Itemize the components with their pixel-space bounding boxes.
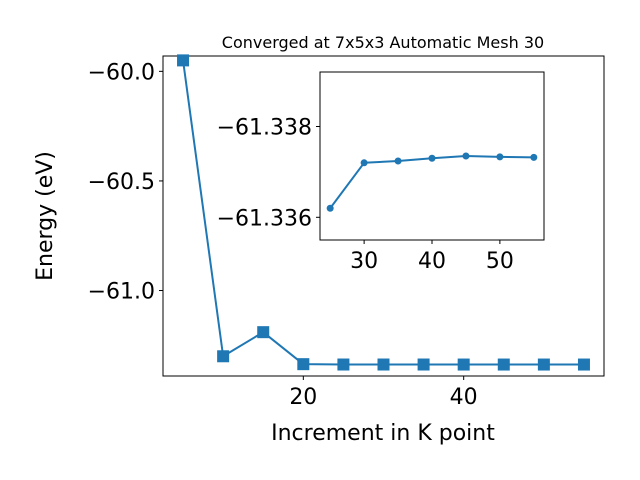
inset-y-tick-label: −61.336	[217, 206, 312, 231]
inset-data-point	[496, 153, 504, 161]
inset-data-point	[462, 152, 470, 160]
main-data-point	[457, 358, 470, 371]
inset-data-point	[530, 153, 538, 161]
main-data-point	[497, 358, 510, 371]
inset-data-point	[394, 157, 402, 165]
inset-x-tick-label: 50	[486, 249, 514, 274]
main-frame	[162, 55, 605, 377]
main-data-point	[377, 358, 390, 371]
main-x-tick-label: 40	[450, 385, 478, 410]
inset-x-tick-label: 40	[418, 249, 446, 274]
x-axis-label: Increment in K point	[271, 421, 495, 446]
main-data-point	[257, 326, 270, 339]
inset-x-tick-label: 30	[350, 249, 378, 274]
main-y-tick-label: −61.0	[88, 280, 155, 305]
inset-plot: 30 40 50 −61.338 −61.336	[217, 71, 545, 274]
y-axis-label: Energy (eV)	[33, 151, 58, 281]
main-y-tick-label: −60.0	[88, 60, 155, 85]
main-x-tick-label: 20	[289, 385, 317, 410]
main-data-point	[297, 358, 310, 371]
main-data-point	[217, 350, 230, 363]
main-data-point	[337, 358, 350, 371]
main-data-point	[417, 358, 430, 371]
main-data-point	[537, 358, 550, 371]
main-plot: 20 40 −60.0 −60.5 −61.0	[88, 54, 605, 410]
inset-data-point	[360, 159, 368, 167]
inset-data-point	[428, 154, 436, 162]
chart-title: Converged at 7x5x3 Automatic Mesh 30	[222, 33, 544, 52]
main-data-point	[577, 358, 590, 371]
inset-y-tick-label: −61.338	[217, 115, 312, 140]
inset-data-point	[326, 204, 334, 212]
main-y-tick-label: −60.5	[88, 170, 155, 195]
main-data-point	[177, 54, 190, 67]
